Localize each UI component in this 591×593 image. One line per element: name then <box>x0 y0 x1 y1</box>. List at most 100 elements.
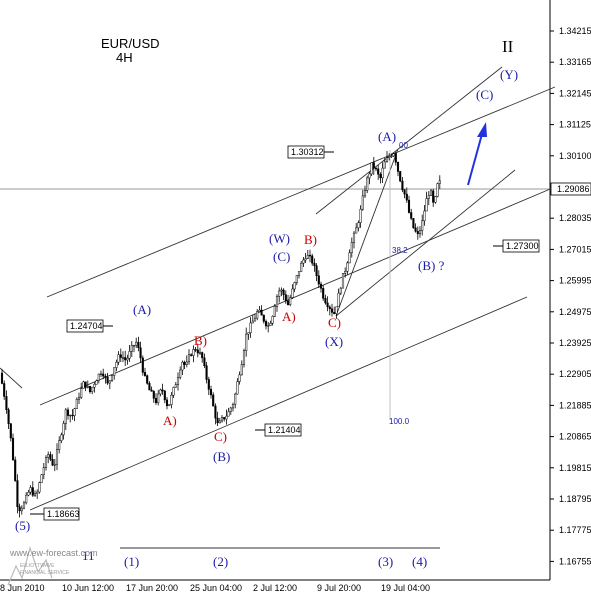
candle-body <box>146 375 149 384</box>
bottom-prefix: 11 <box>82 548 95 563</box>
candle-body <box>82 381 85 389</box>
candle-body <box>152 391 155 399</box>
candle-body <box>253 317 257 322</box>
candle-body <box>33 493 37 496</box>
candle-body <box>62 423 65 436</box>
candle-body <box>196 349 199 354</box>
candle-body <box>20 507 23 512</box>
time-tick-label: 25 Jun 04:00 <box>190 583 242 593</box>
time-tick-label: 2 Jul 12:00 <box>253 583 297 593</box>
candle-body <box>306 254 309 259</box>
candle-body <box>130 345 133 352</box>
level-marker-2: 1.24704 <box>66 319 113 333</box>
candle-body <box>286 300 290 305</box>
candle-body <box>335 306 338 314</box>
candle-body <box>181 361 184 371</box>
candle-body <box>113 367 116 376</box>
candle-body <box>66 409 70 416</box>
candle-body <box>412 218 415 229</box>
price-tick-label: 1.33165 <box>559 57 591 67</box>
candle-body <box>289 297 292 305</box>
candle-body <box>115 361 118 368</box>
candle-body <box>176 377 180 385</box>
candle-body <box>423 210 426 222</box>
time-tick-label: 17 Jun 20:00 <box>126 583 178 593</box>
level-marker-5: 1.27300 <box>493 239 540 253</box>
price-tick-label: 1.19815 <box>559 463 591 473</box>
candle-body <box>71 414 74 417</box>
candle-body <box>240 364 243 376</box>
candle-body <box>60 434 63 441</box>
candle-body <box>154 398 158 403</box>
candle-body <box>328 306 331 310</box>
candle-body <box>315 265 318 276</box>
candle-body <box>410 212 413 219</box>
wave-label-red-A2: A) <box>282 309 296 324</box>
candle-body <box>198 352 202 354</box>
level-label: 1.30312 <box>291 147 324 157</box>
candle-body <box>157 393 160 403</box>
candle-body <box>25 494 28 504</box>
fib-label-00: 00 <box>399 141 408 150</box>
price-tick-label: 1.20865 <box>559 432 591 442</box>
candle-body <box>319 283 323 289</box>
candle-body <box>432 190 435 203</box>
trend-channels <box>0 66 556 549</box>
lower-channel-line <box>29 296 528 511</box>
bottom-count-4: (4) <box>412 554 427 569</box>
candle-body <box>190 354 193 356</box>
bottom-count-3: (3) <box>378 554 393 569</box>
candle-body <box>135 341 138 346</box>
candle-body <box>271 316 274 324</box>
candle-body <box>249 322 252 333</box>
wave-label-5: (5) <box>15 518 30 533</box>
candle-body <box>170 394 173 405</box>
wave-label-red-C2: C) <box>328 315 341 330</box>
candle-body <box>168 404 171 406</box>
candle-body <box>302 259 305 264</box>
candle-body <box>394 153 397 163</box>
candle-body <box>399 171 402 182</box>
price-tick-label: 1.22905 <box>559 369 591 379</box>
candle-body <box>262 314 265 322</box>
bottom-count-1: (1) <box>124 554 139 569</box>
candle-body <box>242 350 246 365</box>
candle-body <box>49 454 52 460</box>
candle-body <box>64 409 67 424</box>
candle-body <box>346 262 349 272</box>
candle-body <box>337 292 340 307</box>
candle-body <box>275 296 279 307</box>
candle-body <box>414 227 417 232</box>
candle-body <box>366 177 369 191</box>
candle-body <box>69 414 72 417</box>
candle-body <box>214 405 217 419</box>
last-price-tag: 1.29086 <box>550 182 591 196</box>
candle-body <box>80 388 83 398</box>
candle-body <box>363 190 367 197</box>
candle-body <box>247 332 250 335</box>
candle-body <box>77 397 81 400</box>
wave-degree-label: II <box>502 37 514 56</box>
candle-body <box>126 357 129 361</box>
candle-body <box>97 373 100 381</box>
fib-retracement-line <box>335 148 399 317</box>
candle-body <box>273 306 276 317</box>
candle-body <box>104 375 107 378</box>
candle-body <box>339 287 342 294</box>
candle-body <box>29 487 32 493</box>
candle-body <box>267 325 270 327</box>
candle-body <box>396 162 400 172</box>
candle-body <box>416 231 419 235</box>
candle-body <box>295 275 298 283</box>
price-tick-label: 1.23925 <box>559 338 591 348</box>
level-marker-3: 1.21404 <box>255 423 302 437</box>
price-tick-label: 1.18795 <box>559 494 591 504</box>
candle-body <box>390 155 393 158</box>
candle-body <box>159 389 162 395</box>
wave-label-W: (W) <box>269 231 290 246</box>
candle-body <box>280 289 283 292</box>
candle-body <box>361 195 364 210</box>
price-tick-label: 1.27015 <box>559 244 591 254</box>
candle-body <box>403 189 406 195</box>
candle-body <box>141 357 144 373</box>
